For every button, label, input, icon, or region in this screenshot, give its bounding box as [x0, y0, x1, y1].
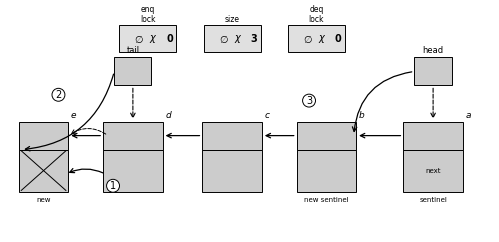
Bar: [103, 150, 163, 192]
Text: c: c: [264, 112, 269, 121]
Bar: [203, 150, 262, 192]
Bar: [119, 25, 176, 52]
Bar: [19, 150, 68, 192]
Bar: [296, 122, 356, 150]
Text: new: new: [36, 197, 51, 204]
Bar: [114, 57, 152, 85]
Bar: [103, 122, 163, 150]
Bar: [19, 122, 68, 150]
Text: b: b: [359, 112, 364, 121]
Text: new sentinel: new sentinel: [304, 197, 349, 204]
Bar: [203, 122, 262, 150]
Text: 2: 2: [55, 90, 61, 100]
Bar: [204, 25, 260, 52]
Text: $\emptyset$: $\emptyset$: [134, 33, 144, 45]
Text: $\emptyset$: $\emptyset$: [303, 33, 313, 45]
Bar: [288, 25, 345, 52]
Text: tail: tail: [126, 46, 139, 55]
Text: sentinel: sentinel: [419, 197, 447, 204]
Bar: [296, 150, 356, 192]
Text: next: next: [425, 168, 441, 174]
Text: 0: 0: [335, 34, 341, 44]
Text: 0: 0: [166, 34, 173, 44]
Text: deq
lock: deq lock: [309, 5, 324, 24]
Text: 3: 3: [306, 96, 312, 106]
Text: 3: 3: [250, 34, 257, 44]
Bar: [415, 57, 452, 85]
Text: $\chi$: $\chi$: [318, 33, 326, 45]
Bar: [403, 150, 463, 192]
Text: size: size: [225, 15, 240, 24]
Text: $\chi$: $\chi$: [234, 33, 242, 45]
Text: $\emptyset$: $\emptyset$: [219, 33, 229, 45]
Text: enq
lock: enq lock: [140, 5, 156, 24]
Bar: [403, 122, 463, 150]
Text: $\chi$: $\chi$: [149, 33, 158, 45]
Text: a: a: [466, 112, 471, 121]
Text: head: head: [423, 46, 444, 55]
Text: d: d: [165, 112, 171, 121]
Text: e: e: [71, 112, 76, 121]
Text: 1: 1: [110, 181, 116, 191]
